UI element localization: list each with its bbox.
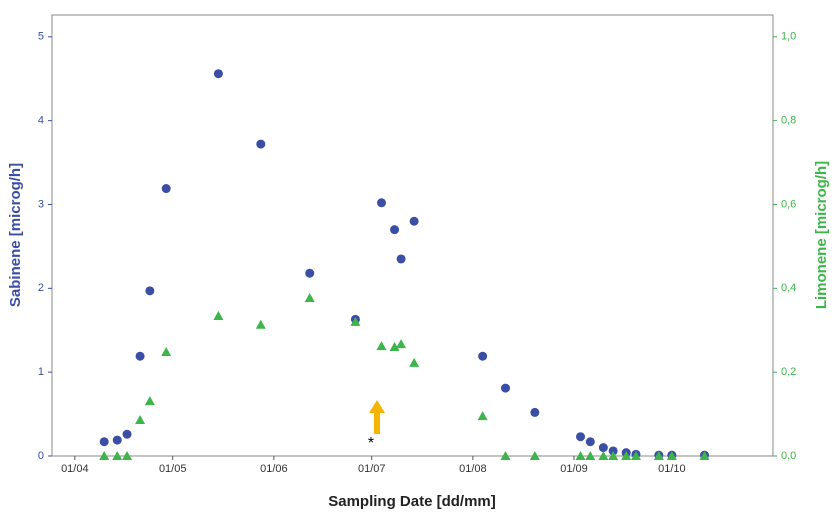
- point: [350, 316, 361, 326]
- x-tick-label: 01/06: [260, 463, 288, 475]
- y2-tick-label: 0,4: [781, 282, 796, 294]
- point: [145, 286, 155, 296]
- point: [608, 451, 619, 460]
- point: [376, 341, 387, 351]
- point: [500, 451, 511, 460]
- x-tick-label: 01/09: [560, 463, 588, 475]
- point: [598, 443, 608, 453]
- point: [256, 139, 266, 149]
- point: [530, 407, 540, 417]
- point: [390, 225, 400, 235]
- point: [699, 451, 710, 460]
- point: [304, 292, 315, 302]
- point: [575, 451, 586, 460]
- point: [213, 310, 224, 320]
- point: [112, 435, 122, 445]
- point: [608, 446, 618, 456]
- x-tick-label: 01/04: [61, 463, 89, 475]
- point: [396, 339, 407, 349]
- point: [99, 437, 109, 447]
- y2-tick-label: 1,0: [781, 31, 796, 43]
- point: [112, 451, 123, 460]
- x-tick-label: 01/07: [358, 463, 386, 475]
- point: [630, 451, 641, 460]
- point: [396, 254, 406, 264]
- point: [377, 198, 387, 208]
- point: [389, 342, 400, 352]
- y-tick-label: 1: [38, 366, 44, 378]
- y2-tick-label: 0,8: [781, 115, 796, 127]
- y-tick-label: 2: [38, 282, 44, 294]
- x-tick-label: 01/10: [658, 463, 686, 475]
- y-tick-label: 3: [38, 198, 44, 210]
- y2-axis-title: Limonene [microg/h]: [813, 161, 830, 309]
- point: [598, 451, 609, 460]
- x-tick-label: 01/05: [159, 463, 187, 475]
- point: [478, 351, 488, 361]
- point: [653, 451, 664, 460]
- annotation: *: [368, 435, 374, 452]
- point: [529, 451, 540, 460]
- point: [255, 319, 266, 329]
- point: [500, 383, 510, 393]
- event-arrow: [369, 400, 385, 434]
- point: [122, 451, 133, 460]
- x-axis-title: Sampling Date [dd/mm]: [328, 493, 496, 510]
- y-tick-label: 4: [38, 115, 44, 127]
- point: [576, 432, 586, 442]
- point: [122, 429, 132, 439]
- y-tick-label: 0: [38, 450, 44, 462]
- point: [99, 451, 110, 460]
- point: [621, 451, 632, 460]
- point: [666, 451, 677, 460]
- x-tick-label: 01/08: [459, 463, 487, 475]
- point: [409, 216, 419, 226]
- y2-tick-label: 0,2: [781, 366, 796, 378]
- point: [161, 184, 171, 194]
- plot-frame: [51, 14, 774, 457]
- y-tick-label: 5: [38, 31, 44, 43]
- point: [213, 69, 223, 79]
- point: [135, 414, 146, 424]
- point: [144, 396, 155, 406]
- y2-tick-label: 0,0: [781, 450, 796, 462]
- y-axis-title: Sabinene [microg/h]: [7, 163, 24, 307]
- point: [477, 411, 488, 421]
- point: [585, 437, 595, 447]
- point: [409, 357, 420, 367]
- point: [161, 347, 172, 357]
- y2-tick-label: 0,6: [781, 198, 796, 210]
- point: [135, 351, 145, 361]
- point: [585, 451, 596, 460]
- point: [305, 268, 315, 278]
